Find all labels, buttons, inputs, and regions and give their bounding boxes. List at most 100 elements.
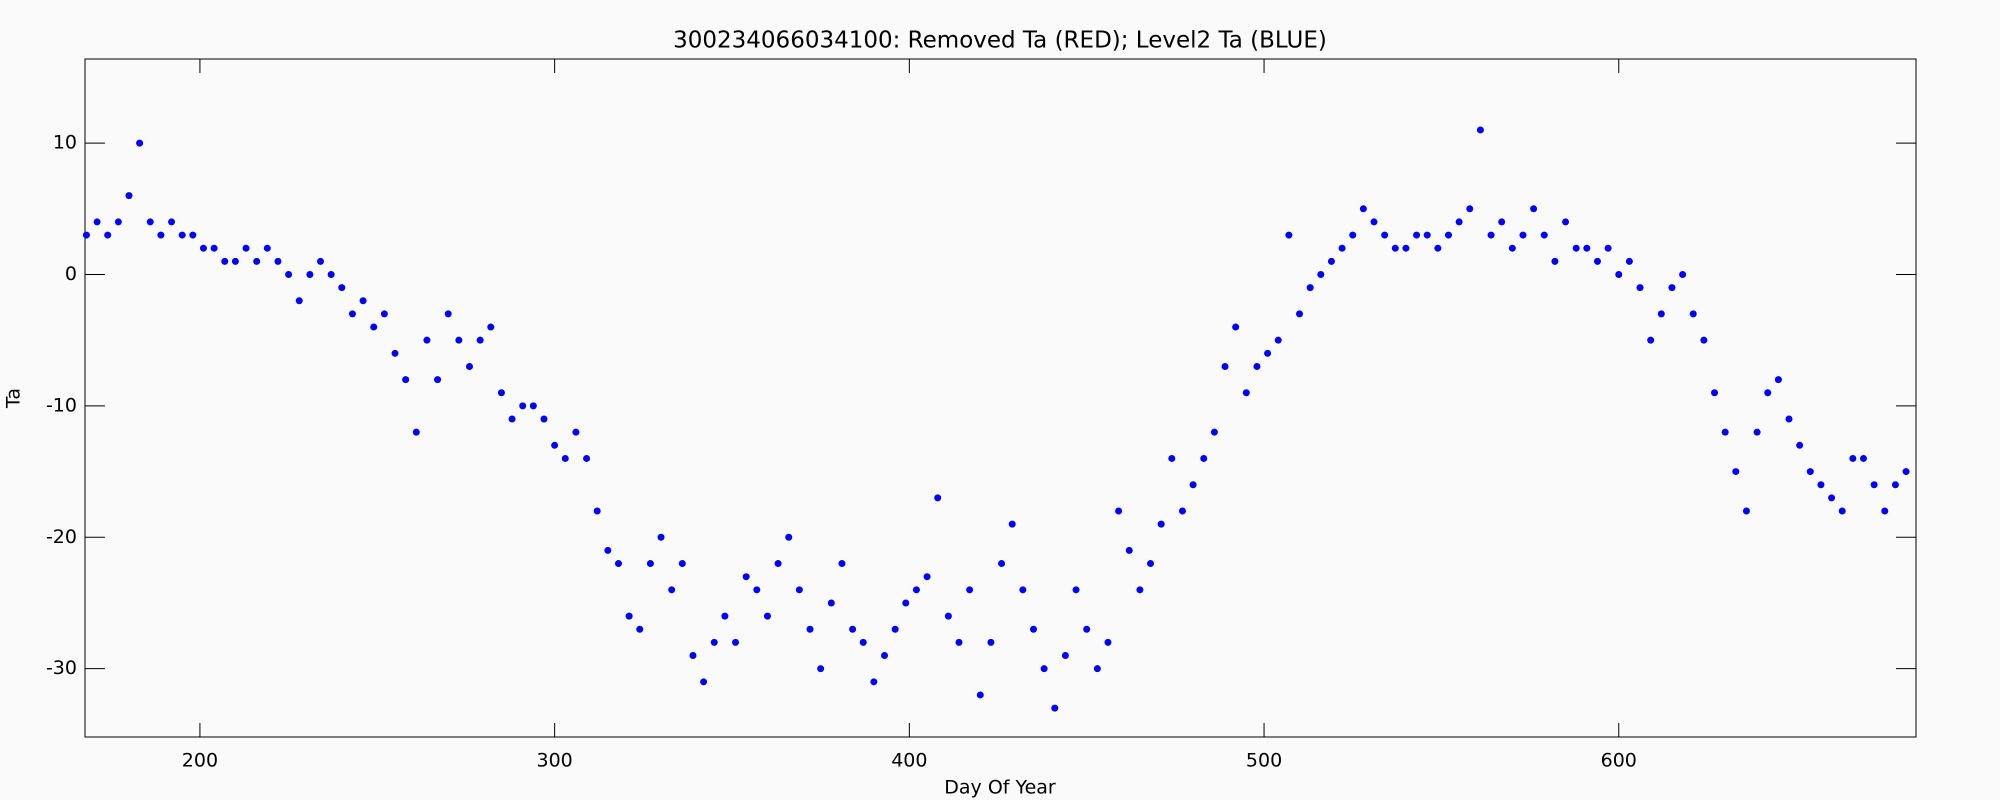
point <box>540 415 548 423</box>
point <box>583 454 591 462</box>
point <box>1370 218 1378 226</box>
point <box>881 652 889 660</box>
point <box>263 244 271 252</box>
point <box>1008 520 1016 528</box>
point <box>1753 428 1761 436</box>
point <box>210 244 218 252</box>
point <box>1593 257 1601 265</box>
point <box>125 192 133 200</box>
point <box>1051 704 1059 712</box>
plot-frame <box>84 58 1917 738</box>
point <box>966 586 974 594</box>
point <box>742 573 750 581</box>
x-tick-label: 600 <box>1601 750 1637 772</box>
y-tick-label: -30 <box>46 657 77 679</box>
point <box>1466 205 1474 213</box>
point <box>359 297 367 305</box>
point <box>1306 284 1314 292</box>
point <box>1540 231 1548 239</box>
point <box>146 218 154 226</box>
x-axis-label: Day Of Year <box>944 777 1056 799</box>
point <box>476 336 484 344</box>
point <box>1359 205 1367 213</box>
point <box>912 586 920 594</box>
point <box>1849 454 1857 462</box>
point <box>849 625 857 633</box>
point <box>934 494 942 502</box>
point <box>1274 336 1282 344</box>
point <box>1253 362 1261 370</box>
point <box>700 678 708 686</box>
point <box>455 336 463 344</box>
point <box>1029 625 1037 633</box>
y-tick-label: -10 <box>46 394 77 416</box>
point <box>1381 231 1389 239</box>
point <box>710 638 718 646</box>
point <box>412 428 420 436</box>
point <box>1083 625 1091 633</box>
point <box>1902 468 1910 476</box>
point <box>806 625 814 633</box>
point <box>1806 468 1814 476</box>
point <box>1040 665 1048 673</box>
point <box>242 244 250 252</box>
point <box>721 612 729 620</box>
point <box>168 218 176 226</box>
point <box>1019 586 1027 594</box>
point <box>157 231 165 239</box>
point <box>636 625 644 633</box>
point <box>838 560 846 568</box>
point <box>1327 257 1335 265</box>
point <box>1774 376 1782 384</box>
point <box>955 638 963 646</box>
point <box>1296 310 1304 318</box>
point <box>487 323 495 331</box>
point <box>380 310 388 318</box>
point <box>519 402 527 410</box>
point <box>317 257 325 265</box>
point <box>285 270 293 278</box>
point <box>1647 336 1655 344</box>
point <box>689 652 697 660</box>
point <box>178 231 186 239</box>
point <box>1285 231 1293 239</box>
point <box>827 599 835 607</box>
point <box>497 389 505 397</box>
point <box>1444 231 1452 239</box>
point <box>1178 507 1186 515</box>
point <box>1615 270 1623 278</box>
point <box>625 612 633 620</box>
point <box>1891 481 1899 489</box>
point <box>1700 336 1708 344</box>
point <box>732 638 740 646</box>
point <box>1604 244 1612 252</box>
point <box>1838 507 1846 515</box>
point <box>1200 454 1208 462</box>
point <box>1391 244 1399 252</box>
point <box>604 546 612 554</box>
point <box>1572 244 1580 252</box>
point <box>327 270 335 278</box>
point <box>923 573 931 581</box>
point <box>348 310 356 318</box>
point <box>82 231 90 239</box>
point <box>1242 389 1250 397</box>
x-tick-label: 200 <box>182 750 218 772</box>
point <box>444 310 452 318</box>
point <box>466 362 474 370</box>
point <box>423 336 431 344</box>
point <box>859 638 867 646</box>
point <box>1551 257 1559 265</box>
point <box>306 270 314 278</box>
point <box>657 533 665 541</box>
chart-title: 300234066034100: Removed Ta (RED); Level… <box>673 28 1327 54</box>
point <box>795 586 803 594</box>
point <box>753 586 761 594</box>
point <box>391 349 399 357</box>
point <box>1498 218 1506 226</box>
point <box>987 638 995 646</box>
point <box>614 560 622 568</box>
point <box>402 376 410 384</box>
point <box>902 599 910 607</box>
